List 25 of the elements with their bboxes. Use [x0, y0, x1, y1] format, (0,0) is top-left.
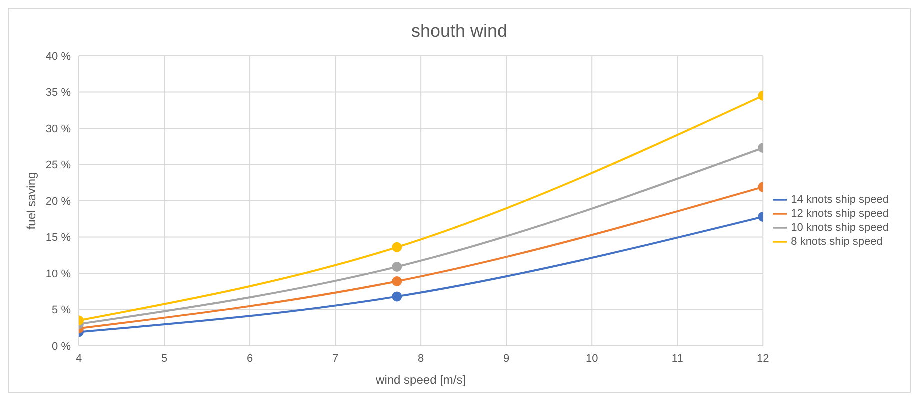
x-tick-label: 4: [76, 352, 82, 365]
legend-label: 8 knots ship speed: [791, 236, 883, 248]
y-tick-label: 0 %: [52, 340, 72, 353]
x-tick-label: 7: [332, 352, 339, 365]
x-tick-label: 9: [504, 352, 510, 365]
x-tick-label: 8: [418, 352, 424, 365]
x-tick-label: 6: [246, 352, 254, 365]
y-tick-label: 20 %: [46, 196, 72, 208]
y-tick-label: 30 %: [46, 123, 72, 136]
x-tick-label: 5: [161, 352, 168, 365]
x-tick-label: 10: [586, 352, 598, 365]
y-tick-label: 25 %: [46, 160, 72, 172]
legend-label: 12 knots ship speed: [791, 208, 889, 220]
y-tick-label: 5 %: [52, 304, 72, 317]
y-tick-label: 35 %: [46, 87, 72, 100]
y-axis-title: fuel saving: [24, 172, 38, 230]
x-tick-label: 12: [757, 352, 770, 365]
legend-label: 10 knots ship speed: [791, 222, 889, 234]
y-tick-label: 15 %: [46, 232, 72, 244]
y-tick-label: 40 %: [46, 50, 72, 63]
x-axis-title: wind speed [m/s]: [375, 373, 466, 387]
chart-title: shouth wind: [410, 20, 509, 43]
x-tick-label: 11: [672, 352, 684, 365]
y-tick-label: 10 %: [46, 268, 72, 280]
legend-label: 14 knots ship speed: [791, 194, 889, 206]
